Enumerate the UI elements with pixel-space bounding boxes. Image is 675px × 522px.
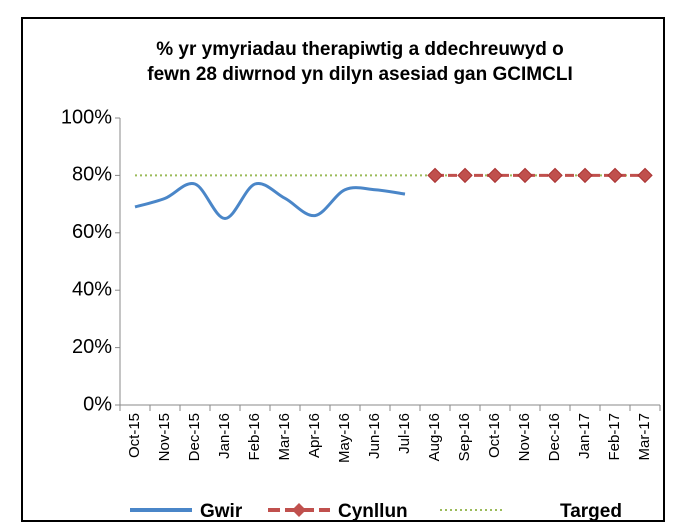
x-tick-label: Jan-17 bbox=[576, 413, 593, 459]
x-tick-label: Jul-16 bbox=[396, 413, 413, 454]
x-tick-label: Oct-16 bbox=[486, 413, 503, 458]
x-tick-label: Apr-16 bbox=[306, 413, 323, 458]
x-tick-label: May-16 bbox=[336, 413, 353, 463]
x-tick-label: Mar-17 bbox=[636, 413, 653, 461]
marker bbox=[547, 167, 563, 184]
x-tick-label: Jan-16 bbox=[216, 413, 233, 459]
x-tick-label: Dec-16 bbox=[546, 413, 563, 461]
chart-title: % yr ymyriadau therapiwtig a ddechreuwyd… bbox=[147, 39, 572, 85]
x-tick-label: Sep-16 bbox=[456, 413, 473, 461]
marker bbox=[457, 167, 473, 184]
y-tick-label: 100% bbox=[61, 106, 112, 128]
y-tick-label: 20% bbox=[72, 336, 112, 358]
marker bbox=[607, 167, 623, 184]
legend-label: Targed bbox=[560, 501, 622, 522]
x-tick-label: Nov-15 bbox=[156, 413, 173, 461]
x-tick-label: Oct-15 bbox=[126, 413, 143, 458]
chart-border bbox=[21, 17, 665, 522]
marker bbox=[577, 167, 593, 184]
x-tick-label: Aug-16 bbox=[426, 413, 443, 461]
x-tick-label: Jun-16 bbox=[366, 413, 383, 459]
x-tick-label: Dec-15 bbox=[186, 413, 203, 461]
legend-label: Gwir bbox=[200, 501, 243, 522]
legend-marker bbox=[292, 503, 306, 517]
y-tick-label: 40% bbox=[72, 278, 112, 300]
y-tick-label: 60% bbox=[72, 221, 112, 243]
x-tick-label: Feb-17 bbox=[606, 413, 623, 461]
series-line bbox=[134, 181, 406, 220]
legend-label: Cynllun bbox=[338, 501, 408, 522]
y-tick-label: 0% bbox=[83, 393, 112, 415]
x-tick-label: Feb-16 bbox=[246, 413, 263, 461]
marker bbox=[427, 167, 443, 184]
x-tick-label: Mar-16 bbox=[276, 413, 293, 461]
marker bbox=[637, 167, 653, 184]
marker bbox=[487, 167, 503, 184]
x-tick-label: Nov-16 bbox=[516, 413, 533, 461]
y-tick-label: 80% bbox=[72, 164, 112, 186]
marker bbox=[517, 167, 533, 184]
